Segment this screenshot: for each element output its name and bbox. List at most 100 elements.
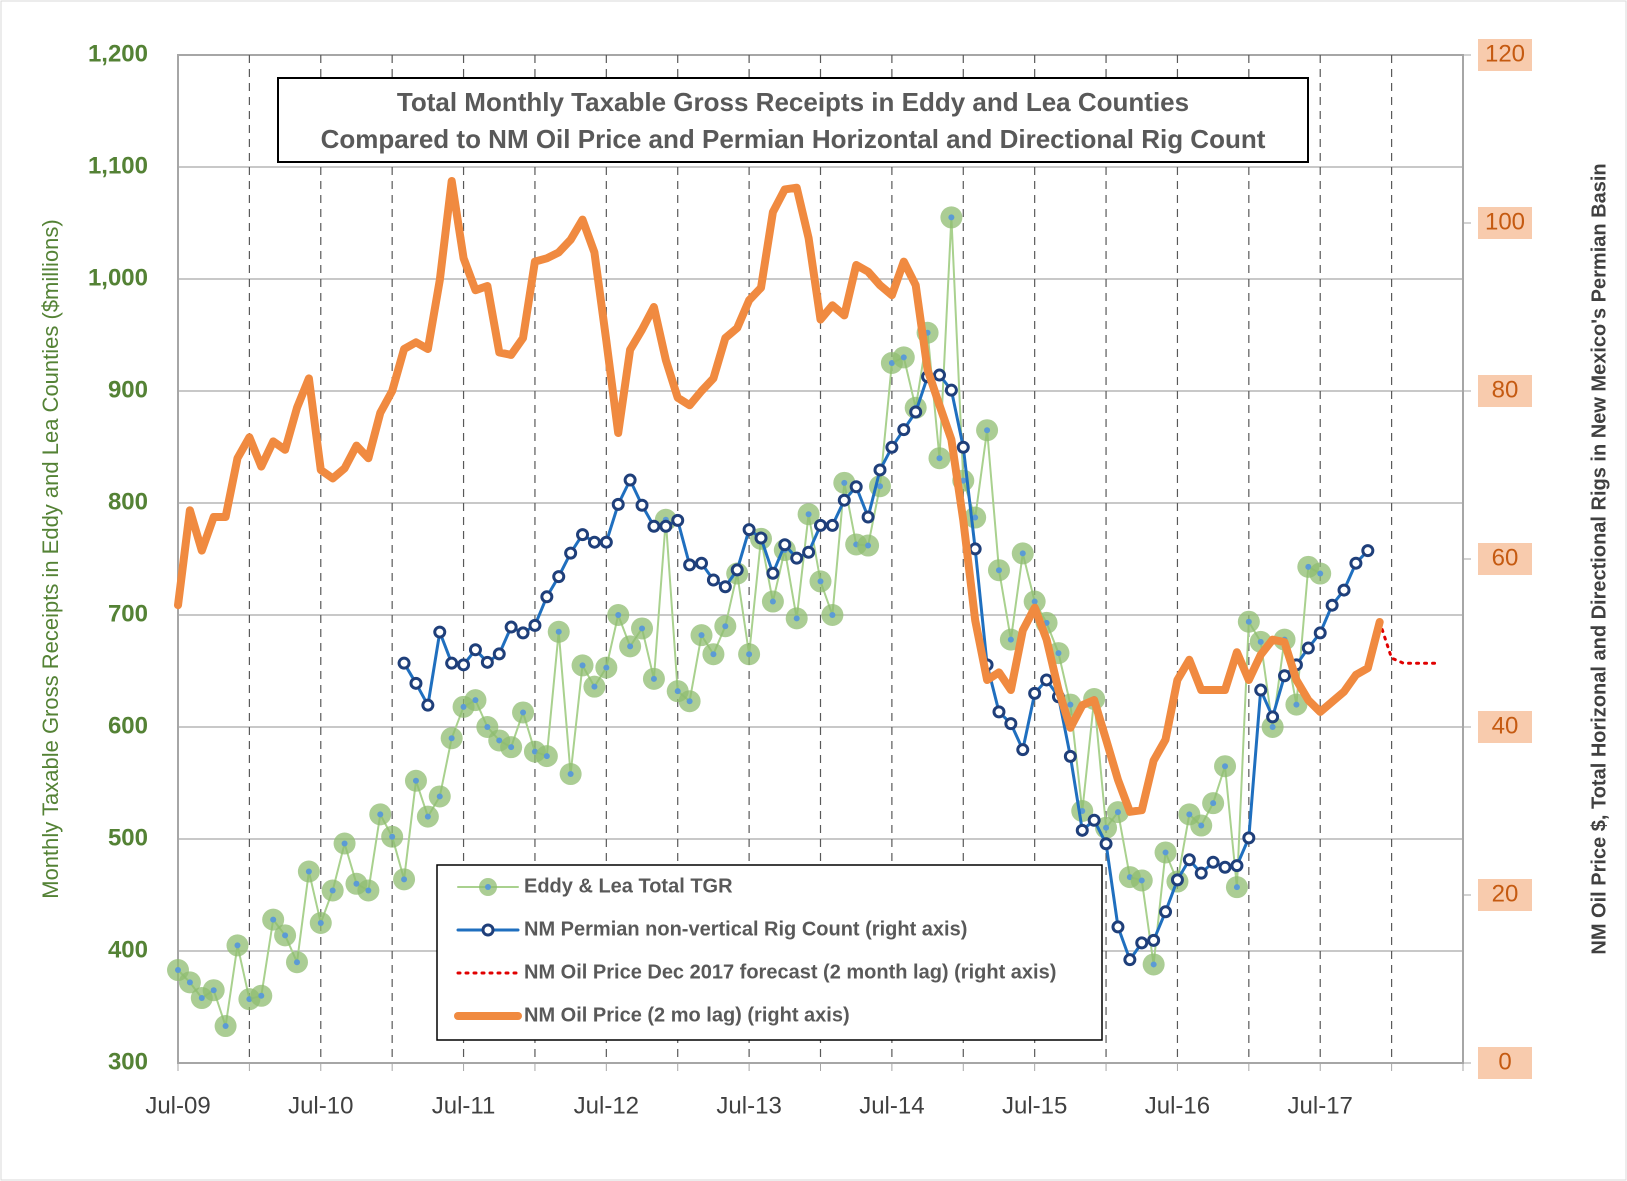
rig-marker (564, 546, 578, 560)
y-tick-label: 1,200 (88, 40, 148, 67)
rig-marker (409, 676, 423, 690)
tgr-marker-center (829, 612, 836, 618)
rig-marker (457, 658, 471, 672)
x-tick-label: Jul-17 (1288, 1092, 1353, 1119)
rig-marker (718, 580, 732, 594)
tgr-marker-center (484, 724, 491, 730)
x-tick-label: Jul-14 (859, 1092, 924, 1119)
rig-marker (1349, 556, 1363, 570)
rig-marker (742, 523, 756, 537)
rig-marker (1040, 673, 1054, 687)
rig-marker (552, 570, 566, 584)
tgr-marker-center (769, 598, 776, 605)
tgr-marker-center (650, 675, 657, 682)
legend-label: NM Oil Price Dec 2017 forecast (2 month … (524, 961, 1056, 983)
legend-label: Eddy & Lea Total TGR (524, 875, 733, 897)
rig-marker (1206, 855, 1220, 869)
tgr-marker-center (389, 833, 396, 840)
tgr-marker-center (900, 354, 907, 361)
tgr-marker-center (805, 511, 812, 518)
y2-tick-label: 100 (1485, 208, 1525, 235)
rig-marker (1254, 683, 1268, 697)
tgr-marker-center (436, 793, 443, 800)
tgr-marker-center (1269, 724, 1276, 730)
rig-marker (992, 705, 1006, 719)
rig-marker (623, 473, 637, 487)
y2-tick-label: 120 (1485, 40, 1525, 67)
y-tick-label: 400 (108, 936, 148, 963)
y-tick-label: 700 (108, 600, 148, 627)
tgr-marker-center (258, 992, 265, 999)
tgr-marker-center (1067, 701, 1074, 708)
tgr-marker-center (270, 916, 277, 923)
tgr-marker-center (1305, 563, 1312, 570)
tgr-marker-center (888, 360, 895, 366)
y-axis-title: Monthly Taxable Gross Receipts in Eddy a… (38, 219, 63, 899)
tgr-marker-center (1186, 811, 1193, 818)
y2-tick-label: 60 (1492, 544, 1519, 571)
y-tick-label: 900 (108, 376, 148, 403)
rig-marker (1230, 859, 1244, 873)
y2-tick-label-bg (1478, 1047, 1532, 1079)
y-tick-label: 1,100 (88, 152, 148, 179)
rig-marker (909, 405, 923, 419)
tgr-marker-center (293, 959, 300, 966)
tgr-marker-center (1257, 638, 1264, 645)
rig-marker (421, 698, 435, 712)
x-tick-label: Jul-09 (145, 1092, 210, 1119)
x-tick-label: Jul-16 (1145, 1092, 1210, 1119)
tgr-marker-center (460, 703, 467, 710)
tgr-marker-center (1317, 570, 1324, 577)
rig-marker (540, 590, 554, 604)
y-tick-label: 1,000 (88, 264, 148, 291)
x-tick-label: Jul-15 (1002, 1092, 1067, 1119)
rig-marker (814, 518, 827, 532)
rig-marker (1301, 641, 1315, 655)
rig-marker (1313, 626, 1327, 640)
tgr-marker-center (305, 868, 312, 875)
series-line (402, 373, 1370, 962)
tgr-marker-center (1103, 824, 1110, 831)
tgr-marker-center (995, 567, 1002, 574)
rig-marker (1075, 823, 1089, 837)
legend-label: NM Permian non-vertical Rig Count (right… (524, 918, 967, 940)
tgr-marker-center (936, 455, 943, 462)
x-tick-label: Jul-12 (574, 1092, 639, 1119)
rig-marker (1135, 936, 1149, 950)
tgr-marker-center (627, 643, 634, 650)
y2-tick-label: 40 (1492, 712, 1519, 739)
rig-marker (587, 535, 601, 549)
y2-axis-title: NM Oil Price $, Total Horizonal and Dire… (1588, 163, 1610, 954)
rig-marker (504, 620, 518, 634)
y2-tick-label-bg (1478, 879, 1532, 911)
rig-marker (492, 647, 506, 661)
rig-marker (695, 556, 709, 570)
title-box (277, 77, 1309, 163)
rig-marker (1123, 953, 1137, 967)
y2-tick-label-bg (1478, 207, 1532, 239)
tgr-marker-center (282, 932, 289, 939)
rig-marker (968, 542, 982, 556)
tgr-marker-center (1055, 650, 1062, 657)
rig-marker (1242, 831, 1256, 845)
tgr-marker-center (424, 813, 431, 820)
tgr-marker-center (972, 514, 979, 521)
rig-marker (1361, 544, 1375, 558)
rig-marker (1182, 853, 1196, 867)
y-tick-label: 500 (108, 824, 148, 851)
rig-marker (1266, 710, 1280, 724)
tgr-marker-center (639, 625, 646, 632)
tgr-marker-center (1019, 550, 1026, 557)
tgr-marker-center (746, 651, 753, 658)
rig-marker (897, 423, 911, 437)
rig-marker (778, 538, 792, 552)
tgr-marker-center (1198, 822, 1205, 829)
chart-title: Total Monthly Taxable Gross Receipts in … (397, 87, 1189, 117)
legend-label: NM Oil Price (2 mo lag) (right axis) (524, 1004, 850, 1026)
tgr-marker-center (1007, 636, 1014, 643)
rig-marker (1170, 873, 1184, 887)
tgr-marker-center (722, 623, 729, 630)
tgr-marker-center (1138, 877, 1145, 884)
tgr-marker-center (865, 542, 872, 549)
